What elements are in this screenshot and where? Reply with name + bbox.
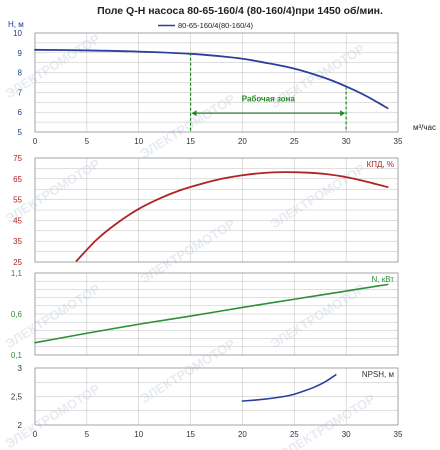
power-panel: 0,1 0,6 1,1 N, кВт xyxy=(11,269,399,360)
x-tick-label: 0 xyxy=(33,430,38,439)
npsh-series-line xyxy=(241,374,337,402)
y-tick-label: 7 xyxy=(18,88,23,97)
legend-label: 80-65-160/4(80-160/4) xyxy=(178,21,254,30)
y-tick-label: 75 xyxy=(13,154,22,163)
x-tick-label: 30 xyxy=(342,137,351,146)
y-tick-label: 10 xyxy=(13,29,22,38)
x-tick-label: 30 xyxy=(342,430,351,439)
y-axis-label: КПД, % xyxy=(367,160,394,169)
x-tick-label: 25 xyxy=(290,137,299,146)
y-axis-label: H, м xyxy=(8,20,24,29)
x-tick-label: 35 xyxy=(394,137,403,146)
y-tick-label: 1,1 xyxy=(11,269,23,278)
x-tick-label: 25 xyxy=(290,430,299,439)
y-tick-label: 0,1 xyxy=(11,351,23,360)
plot-frame xyxy=(34,157,399,263)
head-series-line xyxy=(34,48,389,110)
x-tick-label: 15 xyxy=(186,137,195,146)
y-tick-label: 8 xyxy=(18,69,23,78)
efficiency-series-line xyxy=(75,171,389,262)
y-tick-label: 6 xyxy=(18,108,23,117)
zone-arrow-head-right xyxy=(340,110,346,117)
y-tick-label: 5 xyxy=(18,128,23,137)
y-axis-label: N, кВт xyxy=(372,275,395,284)
y-tick-label: 3 xyxy=(18,364,23,373)
x-tick-label: 5 xyxy=(85,137,90,146)
x-tick-label: 10 xyxy=(134,430,143,439)
power-series-line xyxy=(34,283,389,344)
y-tick-label: 55 xyxy=(13,196,22,205)
zone-label: Рабочая зона xyxy=(242,94,296,103)
y-tick-label: 25 xyxy=(13,258,22,267)
x-axis-label: м³/час xyxy=(413,123,436,132)
head-panel: 5 6 7 8 9 10 0 5 10 15 20 25 30 35 H, м м³/час Рабочая з… xyxy=(8,20,436,146)
plot-frame xyxy=(34,272,399,356)
x-tick-label: 15 xyxy=(186,430,195,439)
x-tick-label: 5 xyxy=(85,430,90,439)
y-tick-label: 2 xyxy=(18,421,23,430)
plot-frame xyxy=(34,367,399,426)
legend: 80-65-160/4(80-160/4) xyxy=(158,21,254,30)
x-tick-label: 20 xyxy=(238,137,247,146)
y-tick-label: 35 xyxy=(13,237,22,246)
efficiency-panel: 25 35 45 55 65 75 КПД, % xyxy=(13,154,399,267)
y-tick-label: 2,5 xyxy=(11,393,23,402)
y-tick-label: 45 xyxy=(13,216,22,225)
chart-title: Поле Q-H насоса 80-65-160/4 (80-160/4)пр… xyxy=(97,5,383,17)
x-tick-label: 10 xyxy=(134,137,143,146)
y-tick-label: 65 xyxy=(13,175,22,184)
x-tick-label: 20 xyxy=(238,430,247,439)
y-axis-label: NPSH, м xyxy=(362,370,394,379)
y-tick-label: 9 xyxy=(18,49,23,58)
y-tick-label: 0,6 xyxy=(11,310,23,319)
x-tick-label: 35 xyxy=(394,430,403,439)
plot-frame xyxy=(34,32,399,133)
x-tick-label: 0 xyxy=(33,137,38,146)
zone-arrow-head-left xyxy=(191,110,197,117)
